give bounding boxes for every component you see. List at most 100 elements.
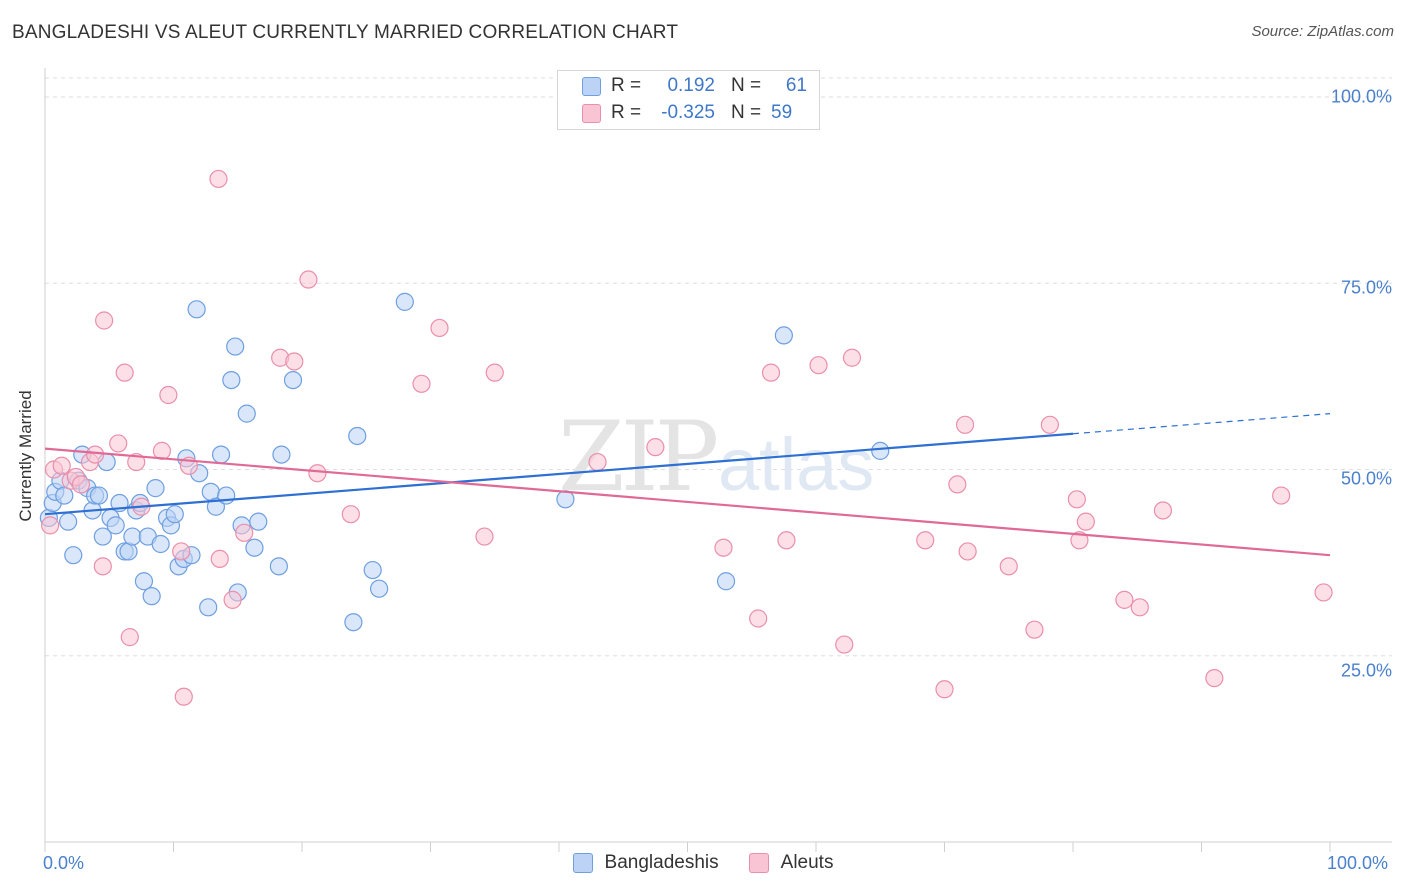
bangladeshi-point	[871, 441, 890, 460]
aleut-point	[109, 434, 128, 453]
aleut-point	[95, 311, 114, 330]
bangladeshi-point	[222, 371, 241, 390]
aleut-point	[842, 348, 862, 367]
bangladeshi-point	[226, 337, 245, 356]
aleut-point	[1025, 620, 1044, 639]
watermark-zip: ZIP	[558, 401, 717, 513]
aleut-point	[235, 523, 254, 542]
correlation-legend: R = 0.192 N = 61 R = -0.325 N = 59	[557, 70, 820, 130]
y-tick-label-75: 75.0%	[1340, 277, 1392, 298]
bangladeshi-point	[395, 292, 414, 311]
legend-label-aleuts: Aleuts	[780, 852, 834, 873]
aleut-point	[285, 352, 304, 371]
series-legend: Bangladeshis Aleuts	[0, 852, 1406, 874]
bangladeshi-point	[283, 371, 303, 390]
aleut-point	[1130, 598, 1149, 617]
legend-n-value: 59	[771, 102, 793, 123]
bangladeshi-point	[93, 527, 112, 546]
aleut-point	[714, 538, 733, 557]
aleut-point	[41, 516, 60, 535]
aleut-point	[210, 549, 229, 569]
y-tick-label-25: 25.0%	[1340, 660, 1392, 681]
legend-n-value: 61	[785, 75, 807, 96]
aleut-point	[588, 452, 607, 472]
legend-item-bangladeshis[interactable]: Bangladeshis	[572, 852, 719, 874]
points-layer	[39, 169, 1333, 706]
aleut-point	[999, 557, 1018, 576]
aleut-point	[475, 527, 494, 546]
bangladeshi-point	[774, 326, 793, 345]
legend-r-label: R =	[611, 75, 642, 96]
bangladeshi-point	[249, 512, 268, 531]
watermark: ZIP atlas	[558, 401, 874, 513]
bangladeshi-point	[344, 613, 363, 632]
bangladeshi-point	[119, 542, 138, 561]
x-tick-label-min: 0.0%	[43, 853, 85, 873]
aleut-point	[1076, 512, 1095, 531]
bangladeshi-point	[199, 598, 218, 617]
legend-row-aleuts: R = -0.325 N = 59	[582, 100, 795, 126]
aleut-point	[485, 363, 504, 382]
legend-n-label: N =	[731, 102, 762, 123]
bangladeshi-point	[165, 505, 184, 524]
aleut-point	[127, 452, 146, 472]
bangladeshi-point	[64, 546, 83, 565]
aleut-point	[955, 415, 975, 434]
bangladeshi-point	[237, 404, 256, 423]
pink-swatch-icon	[582, 103, 601, 123]
aleut-point	[1067, 490, 1086, 509]
bangladeshi-point	[348, 426, 367, 446]
aleut-point	[93, 557, 112, 576]
aleut-point	[948, 475, 967, 494]
bangladeshi-trend-extension	[1072, 413, 1331, 435]
bangladeshi-point	[272, 445, 291, 464]
aleut-point	[1070, 531, 1089, 550]
aleut-point	[809, 356, 828, 375]
bangladeshi-point	[363, 560, 382, 580]
aleut-point	[749, 609, 768, 628]
aleut-point	[308, 464, 327, 483]
legend-n-label: N =	[731, 75, 762, 96]
bangladeshi-point	[211, 445, 231, 464]
aleut-point	[412, 374, 431, 393]
aleut-point	[341, 505, 360, 524]
aleut-point	[1272, 486, 1291, 505]
aleut-point	[1153, 501, 1173, 520]
aleut-point	[209, 169, 228, 189]
bangladeshi-point	[206, 497, 226, 516]
aleut-point	[1040, 415, 1059, 434]
aleut-point	[430, 318, 449, 338]
aleut-point	[299, 270, 318, 289]
y-tick-label-50: 50.0%	[1340, 468, 1392, 489]
aleut-point	[835, 635, 854, 654]
aleut-point	[174, 687, 193, 706]
aleut-point	[71, 475, 91, 494]
bangladeshi-point	[89, 486, 109, 505]
bangladeshi-point	[151, 534, 170, 554]
legend-item-aleuts[interactable]: Aleuts	[748, 852, 834, 874]
aleut-point	[120, 628, 139, 647]
aleut-point	[159, 385, 178, 405]
axes-layer	[44, 68, 1392, 852]
blue-swatch-icon	[572, 853, 593, 873]
blue-swatch-icon	[582, 76, 601, 96]
bangladeshi-point	[59, 512, 78, 531]
aleut-trend-line	[44, 447, 1331, 557]
legend-r-value: -0.325	[661, 102, 715, 123]
aleut-point	[1205, 668, 1224, 688]
legend-r-label: R =	[611, 102, 642, 123]
x-tick-label-max: 100.0%	[1327, 853, 1389, 873]
grid-layer	[45, 77, 1392, 657]
y-tick-label-100: 100.0%	[1330, 86, 1392, 107]
bangladeshi-point	[106, 516, 125, 535]
aleut-point	[916, 531, 935, 550]
bangladeshi-point	[269, 557, 288, 576]
bangladeshi-point	[245, 538, 264, 557]
aleut-point	[646, 438, 665, 457]
aleut-point	[223, 590, 242, 609]
pink-swatch-icon	[748, 853, 769, 873]
bangladeshi-point	[716, 572, 736, 591]
bangladeshi-point	[134, 572, 154, 591]
bangladeshi-point	[123, 527, 142, 546]
aleut-point	[1115, 590, 1134, 609]
